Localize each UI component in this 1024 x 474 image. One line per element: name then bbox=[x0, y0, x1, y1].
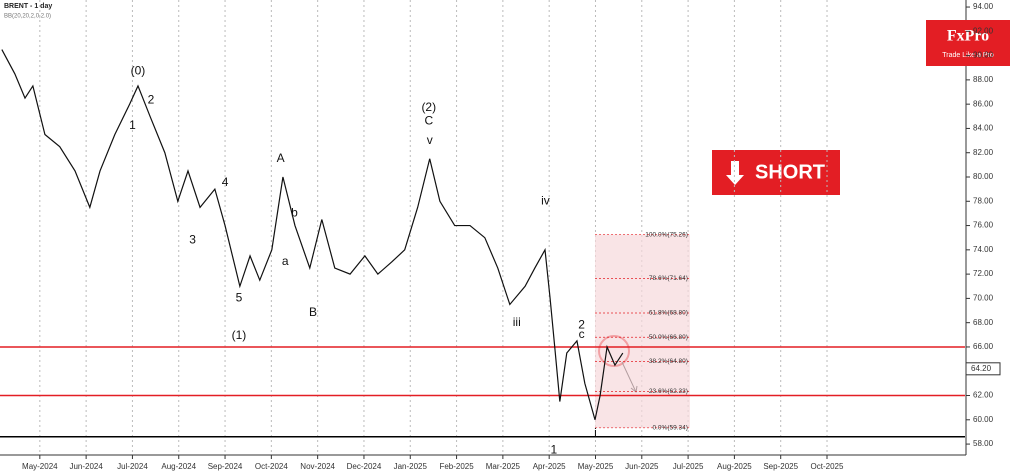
chart-title: BRENT - 1 day bbox=[4, 3, 52, 10]
wave-label: 2 bbox=[148, 93, 155, 107]
x-tick-label: Aug-2024 bbox=[161, 462, 196, 471]
x-tick-label: May-2024 bbox=[22, 462, 58, 471]
x-tick-label: Oct-2025 bbox=[811, 462, 844, 471]
y-tick-label: 78.00 bbox=[973, 196, 994, 205]
x-tick-label: Dec-2024 bbox=[347, 462, 382, 471]
y-tick-label: 92.00 bbox=[973, 26, 994, 35]
fib-label: 78.6%(71.64) bbox=[649, 275, 688, 282]
y-tick-label: 72.00 bbox=[973, 269, 994, 278]
wave-label: 2 bbox=[578, 317, 585, 331]
y-tick-label: 66.00 bbox=[973, 342, 994, 351]
wave-label: v bbox=[427, 133, 433, 147]
wave-label: (2) bbox=[421, 100, 436, 114]
y-tick-label: 90.00 bbox=[973, 51, 994, 60]
x-tick-label: Jul-2024 bbox=[117, 462, 148, 471]
y-tick-label: 76.00 bbox=[973, 221, 994, 230]
x-tick-label: Nov-2024 bbox=[300, 462, 335, 471]
price-tag bbox=[965, 362, 1001, 376]
wave-label: a bbox=[282, 254, 289, 268]
y-tick-label: 62.00 bbox=[973, 391, 994, 400]
signal: SHORT bbox=[755, 161, 825, 183]
fib-label: 23.6%(62.33) bbox=[649, 388, 688, 395]
logo: FxPro bbox=[947, 28, 989, 45]
wave-label: b bbox=[291, 206, 298, 220]
fib-label: 100.0%(75.26) bbox=[645, 231, 688, 238]
y-tick-label: 82.00 bbox=[973, 148, 994, 157]
wave-label: i bbox=[594, 425, 597, 439]
x-tick-label: Jun-2024 bbox=[69, 462, 103, 471]
x-tick-label: Sep-2024 bbox=[208, 462, 243, 471]
fib-zone bbox=[595, 234, 690, 428]
x-tick-label: Mar-2025 bbox=[486, 462, 521, 471]
y-tick-label: 86.00 bbox=[973, 99, 994, 108]
x-tick-label: Feb-2025 bbox=[439, 462, 474, 471]
fib-label: 61.8%(68.80) bbox=[649, 310, 688, 317]
wave-label: 1 bbox=[129, 118, 136, 132]
wave-label: C bbox=[424, 113, 433, 127]
wave-label: B bbox=[309, 305, 317, 319]
x-tick-label: Apr-2025 bbox=[533, 462, 566, 471]
y-tick-label: 74.00 bbox=[973, 245, 994, 254]
wave-label: iii bbox=[513, 315, 521, 329]
wave-label: c bbox=[579, 327, 585, 341]
x-tick-label: Jun-2025 bbox=[625, 462, 659, 471]
chart-subtitle: BB(20,20,2,0,2.0) bbox=[4, 14, 51, 20]
wave-label: A bbox=[277, 151, 285, 165]
wave-label: 4 bbox=[222, 175, 229, 189]
wave-label: 5 bbox=[236, 291, 243, 305]
price-tag-label: 64.20 bbox=[971, 364, 992, 373]
fib-label: 38.2%(64.80) bbox=[649, 358, 688, 365]
logo-box bbox=[926, 20, 1010, 66]
wave-label: 1 bbox=[550, 442, 557, 456]
wave-label: (0) bbox=[131, 64, 146, 78]
y-tick-label: 80.00 bbox=[973, 172, 994, 181]
x-tick-label: Jan-2025 bbox=[394, 462, 428, 471]
price-line bbox=[1, 49, 624, 420]
fib-label: 0.0%(59.34) bbox=[653, 425, 688, 432]
x-tick-label: May-2025 bbox=[578, 462, 614, 471]
x-tick-label: Jul-2025 bbox=[673, 462, 704, 471]
y-tick-label: 68.00 bbox=[973, 318, 994, 327]
y-tick-label: 58.00 bbox=[973, 439, 994, 448]
wave-label: 3 bbox=[189, 232, 196, 246]
y-tick-label: 70.00 bbox=[973, 294, 994, 303]
x-tick-label: Oct-2024 bbox=[255, 462, 288, 471]
wave-label: iv bbox=[541, 193, 550, 207]
down-arrow-icon bbox=[726, 161, 744, 185]
y-tick-label: 60.00 bbox=[973, 415, 994, 424]
fib-label: 50.0%(66.80) bbox=[649, 334, 688, 341]
y-tick-label: 84.00 bbox=[973, 124, 994, 133]
y-tick-label: 94.00 bbox=[973, 2, 994, 11]
x-tick-label: Aug-2025 bbox=[717, 462, 752, 471]
y-tick-label: 88.00 bbox=[973, 75, 994, 84]
x-tick-label: Sep-2025 bbox=[763, 462, 798, 471]
wave-label: (1) bbox=[232, 328, 247, 342]
